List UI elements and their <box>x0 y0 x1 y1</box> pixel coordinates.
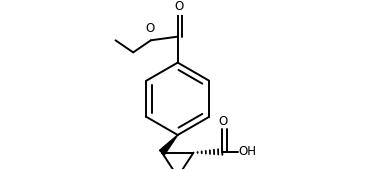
Text: O: O <box>174 0 183 13</box>
Text: OH: OH <box>239 145 257 158</box>
Polygon shape <box>159 135 178 155</box>
Text: O: O <box>145 22 154 35</box>
Text: O: O <box>218 115 228 129</box>
